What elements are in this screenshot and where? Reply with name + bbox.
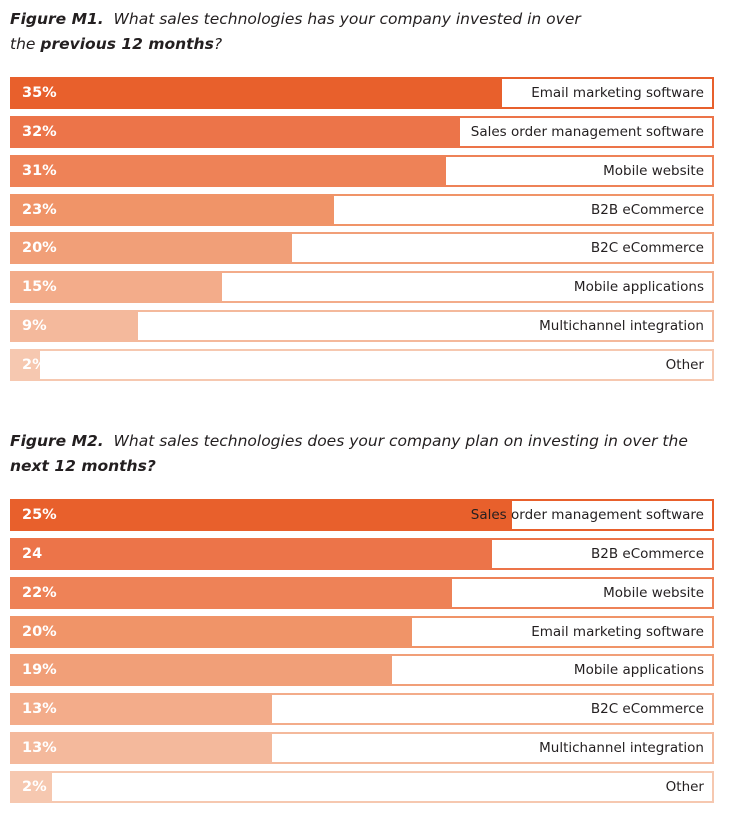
bar-value-label: 13% [22, 740, 57, 757]
bar-category-label: B2B eCommerce [591, 545, 704, 562]
bar-value-label: 9% [22, 318, 47, 335]
bar-category-label: Mobile website [603, 584, 704, 601]
bar [12, 234, 292, 263]
bar [12, 539, 492, 568]
bar-value-label: 22% [22, 584, 57, 601]
bar [12, 772, 52, 801]
figure-m1-caption-prefix: Figure M1. [10, 10, 104, 28]
bar-value-label: 15% [22, 279, 57, 296]
bar-row: 13% B2C eCommerce [10, 693, 714, 726]
bar [12, 79, 502, 107]
bar-value-label: 24 [22, 545, 43, 562]
bar-value-label: 20% [22, 623, 57, 640]
bar-row: 32% Sales order management software [10, 115, 714, 148]
bar-category-label: Email marketing software [531, 85, 704, 101]
figure-m2-caption: Figure M2. What sales technologies does … [10, 429, 722, 479]
bar-value-label: 25% [22, 507, 57, 523]
bar-value-label: 13% [22, 701, 57, 718]
figure-m1-caption-bold: previous 12 months [40, 35, 214, 53]
bar [12, 695, 272, 724]
bar [12, 273, 222, 302]
bar-row: 23% B2B eCommerce [10, 193, 714, 226]
figure-m2-caption-prefix: Figure M2. [10, 432, 104, 450]
bar-category-label: Mobile website [603, 162, 704, 179]
bar [12, 734, 272, 763]
bar-category-label: Multichannel integration [539, 740, 704, 757]
bar [12, 195, 334, 224]
bar-category-label: Sales order management software [470, 123, 704, 140]
figure-m1-caption-text-2: the [10, 35, 41, 53]
bar-row: 9% Multichannel integration [10, 310, 714, 343]
bar-row: 15% Mobile applications [10, 271, 714, 304]
bar [12, 501, 512, 529]
bar-row: 31% Mobile website [10, 154, 714, 187]
bar-value-label: 20% [22, 240, 57, 257]
bar-value-label: 35% [22, 85, 57, 101]
bar-category-label: B2C eCommerce [590, 701, 704, 718]
bar-row: 20% Email marketing software [10, 615, 714, 648]
bar-row: 24 B2B eCommerce [10, 537, 714, 570]
bar-value-label: 23% [22, 201, 57, 218]
bar-row: 2% Other [10, 770, 714, 803]
bar [12, 617, 412, 646]
bar [12, 350, 40, 379]
bar-row: 25% Sales order management software [10, 499, 714, 531]
figure-m2-caption-bold: next 12 months? [10, 457, 156, 475]
bar-row: 2% Other [10, 348, 714, 381]
bar-category-label: Mobile applications [573, 662, 704, 679]
figure-m1-caption-text-1: What sales technologies has your company… [113, 10, 581, 28]
bar-category-label: Multichannel integration [539, 318, 704, 335]
bar-row: 20% B2C eCommerce [10, 232, 714, 265]
bar-category-label: B2B eCommerce [591, 201, 704, 218]
bar-category-label: Sales order management software [470, 507, 704, 523]
bar-value-label: 19% [22, 662, 57, 679]
bar-row: 19% Mobile applications [10, 654, 714, 687]
bar-category-label: Other [665, 778, 704, 795]
bar [12, 656, 392, 685]
bar-row: 13% Multichannel integration [10, 732, 714, 765]
figure-m1-caption: Figure M1. What sales technologies has y… [10, 7, 722, 57]
bar [12, 156, 446, 185]
bar-value-label: 2% [22, 778, 47, 795]
bar-category-label: B2C eCommerce [590, 240, 704, 257]
bar-category-label: Mobile applications [573, 279, 704, 296]
figure-m1-caption-end: ? [213, 35, 223, 53]
bar-category-label: Email marketing software [531, 623, 704, 640]
bar-value-label: 32% [22, 123, 57, 140]
bar-row: 22% Mobile website [10, 576, 714, 609]
bar-value-label: 2% [22, 356, 47, 373]
bar [12, 117, 460, 146]
bar [12, 312, 138, 341]
bar-row: 35% Email marketing software [10, 77, 714, 109]
bar-category-label: Other [665, 356, 704, 373]
bar [12, 578, 452, 607]
bar-value-label: 31% [22, 162, 57, 179]
figure-m2-caption-text-1: What sales technologies does your compan… [113, 432, 688, 450]
